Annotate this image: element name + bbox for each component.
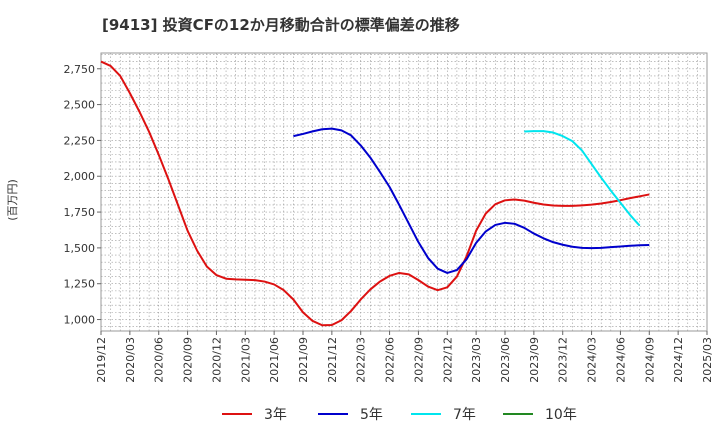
- legend-label: 3年: [264, 407, 287, 423]
- x-tick-label: 2023/03: [470, 337, 483, 383]
- x-tick-label: 2024/06: [614, 337, 627, 383]
- x-tick-label: 2020/03: [124, 337, 137, 383]
- x-tick-label: 2022/06: [384, 337, 397, 383]
- y-axis-label: (百万円): [6, 179, 19, 221]
- legend-label: 5年: [360, 407, 383, 423]
- legend: 3年 5年 7年 10年: [222, 407, 577, 423]
- x-tick-label: 2021/09: [297, 337, 310, 383]
- y-tick-label: 1,750: [64, 206, 96, 219]
- x-tick-label: 2023/06: [499, 337, 512, 383]
- y-tick-label: 2,000: [64, 170, 96, 183]
- chart-title: [9413] 投資CFの12か月移動合計の標準偏差の推移: [102, 16, 460, 34]
- x-tick-label: 2020/06: [153, 337, 166, 383]
- x-tick-label: 2024/09: [643, 337, 656, 383]
- series-line-5年: [293, 127, 650, 274]
- x-tick-label: 2021/06: [268, 337, 281, 383]
- x-tick-label: 2020/09: [182, 337, 195, 383]
- x-tick-label: 2021/12: [326, 337, 339, 383]
- x-tick-label: 2019/12: [95, 337, 108, 383]
- x-tick-label: 2021/03: [239, 337, 252, 383]
- x-axis: 2019/12 2020/03 2020/06 2020/09 2020/12 2021/…: [95, 331, 714, 383]
- x-tick-label: 2025/03: [701, 337, 714, 383]
- y-tick-label: 1,000: [64, 314, 96, 327]
- x-tick-label: 2023/09: [528, 337, 541, 383]
- x-tick-label: 2022/12: [441, 337, 454, 383]
- legend-label: 10年: [545, 407, 577, 423]
- y-tick-label: 2,750: [64, 63, 96, 76]
- grid-lines: [101, 53, 707, 331]
- series-line-3年: [100, 60, 650, 327]
- series-lines: [100, 60, 650, 327]
- y-axis: 1,000 1,250 1,500 1,750 2,000 2,250 2,500 2,750: [64, 63, 101, 327]
- x-tick-label: 2022/09: [412, 337, 425, 383]
- y-tick-label: 2,500: [64, 99, 96, 112]
- y-tick-label: 1,500: [64, 242, 96, 255]
- y-tick-label: 2,250: [64, 134, 96, 147]
- y-tick-label: 1,250: [64, 278, 96, 291]
- legend-label: 7年: [453, 407, 476, 423]
- x-tick-label: 2022/03: [355, 337, 368, 383]
- x-tick-label: 2023/12: [557, 337, 570, 383]
- series-line-7年: [524, 130, 641, 227]
- x-tick-label: 2024/03: [586, 337, 599, 383]
- x-tick-label: 2020/12: [210, 337, 223, 383]
- x-tick-label: 2024/12: [672, 337, 685, 383]
- plot-area: [100, 52, 708, 332]
